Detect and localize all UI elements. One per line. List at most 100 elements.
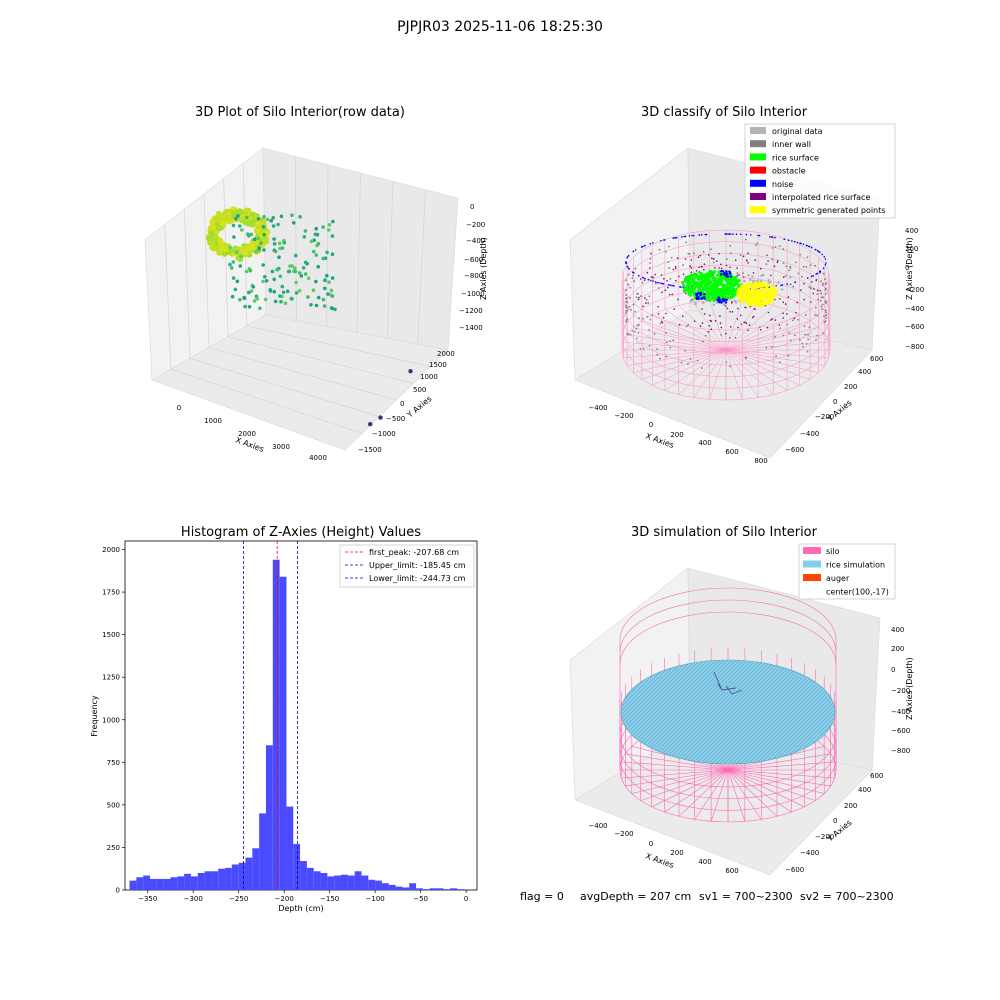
y-tick-label: 500 xyxy=(413,386,426,394)
inner-wall-point xyxy=(756,242,759,245)
data-point xyxy=(238,297,242,302)
inner-wall-point xyxy=(627,283,629,286)
histogram-bar xyxy=(170,877,178,890)
interpolated-point xyxy=(668,293,671,296)
inner-wall-point xyxy=(634,310,636,313)
panel-raw-title: 3D Plot of Silo Interior(row data) xyxy=(195,105,405,120)
inner-wall-point xyxy=(799,339,801,341)
inner-wall-point xyxy=(665,341,668,344)
inner-wall-point xyxy=(779,327,782,330)
symmetric-point xyxy=(747,282,751,286)
inner-wall-point xyxy=(765,263,768,265)
x-axis-label: Depth (cm) xyxy=(278,904,323,913)
inner-wall-point xyxy=(729,244,732,247)
rice-surface-point xyxy=(735,282,739,285)
inner-wall-point xyxy=(627,273,630,276)
rice-surface-point xyxy=(706,281,710,285)
rice-surface-point xyxy=(701,281,705,285)
inner-wall-point xyxy=(664,250,667,253)
y-tick-label: −600 xyxy=(785,866,804,874)
legend-label: first_peak: -207.68 cm xyxy=(369,548,459,557)
inner-wall-point xyxy=(655,282,657,285)
legend-label: auger xyxy=(826,574,850,583)
interpolated-point xyxy=(643,279,646,282)
data-point xyxy=(208,230,215,237)
noise-point xyxy=(796,241,799,244)
y-tick-label: −1500 xyxy=(358,446,382,454)
noise-point xyxy=(716,298,719,302)
rice-surface-point xyxy=(702,287,706,291)
inner-wall-point xyxy=(794,334,796,337)
legend-swatch xyxy=(750,193,766,200)
noise-point xyxy=(705,233,708,236)
legend-label: obstacle xyxy=(772,167,806,176)
inner-wall-point xyxy=(680,361,683,364)
noise-point xyxy=(632,271,634,274)
x-tick-label: 600 xyxy=(725,867,738,875)
x-tick-label: 0 xyxy=(177,404,181,412)
original-point xyxy=(689,299,693,303)
interpolated-point xyxy=(736,318,739,320)
interpolated-point xyxy=(673,308,676,310)
z-tick-label: −200 xyxy=(891,687,910,695)
symmetric-point xyxy=(757,282,761,286)
original-point xyxy=(753,279,756,283)
data-point xyxy=(272,237,276,241)
noise-point xyxy=(808,245,810,248)
y-tick-label: 400 xyxy=(858,368,871,376)
rice-surface-point xyxy=(722,285,726,289)
interpolated-point xyxy=(662,316,665,319)
interpolated-point xyxy=(815,279,818,281)
histogram-bar xyxy=(402,887,410,890)
data-point xyxy=(244,269,249,274)
data-point xyxy=(234,216,238,221)
histogram-bar xyxy=(272,559,280,890)
symmetric-point xyxy=(737,297,741,301)
noise-point xyxy=(729,275,733,278)
rice-surface-point xyxy=(690,273,694,277)
y-tick-label: 0 xyxy=(116,887,120,895)
data-point xyxy=(263,275,267,279)
interpolated-point xyxy=(776,261,779,264)
data-point xyxy=(256,236,261,241)
inner-wall-point xyxy=(658,248,661,251)
interpolated-point xyxy=(754,308,756,311)
x-tick-label: −200 xyxy=(275,895,294,903)
x-tick-label: 200 xyxy=(670,849,683,857)
inner-wall-point xyxy=(669,340,671,342)
histogram-bar xyxy=(231,864,239,890)
interpolated-point xyxy=(716,260,718,263)
x-tick-label: 3000 xyxy=(272,443,290,451)
inner-wall-point xyxy=(729,365,731,368)
symmetric-point xyxy=(774,291,778,295)
interpolated-point xyxy=(645,302,647,304)
original-point xyxy=(743,279,746,283)
inner-wall-point xyxy=(823,315,825,317)
noise-point xyxy=(771,236,774,238)
x-tick-label: −50 xyxy=(413,895,428,903)
data-point xyxy=(275,267,279,272)
noise-point xyxy=(732,233,734,235)
noise-point xyxy=(757,234,759,237)
data-point xyxy=(209,244,216,251)
noise-point xyxy=(691,234,693,237)
panel-sim-title: 3D simulation of Silo Interior xyxy=(631,525,818,540)
inner-wall-point xyxy=(639,348,642,350)
noise-point xyxy=(721,298,724,301)
histogram-bar xyxy=(388,884,396,890)
interpolated-point xyxy=(747,329,749,332)
interpolated-point xyxy=(719,315,721,317)
inner-wall-point xyxy=(774,246,777,248)
noise-point xyxy=(683,235,685,238)
interpolated-point xyxy=(719,322,722,324)
data-point xyxy=(246,232,250,236)
inner-wall-point xyxy=(734,336,737,339)
noise-point xyxy=(818,251,820,253)
axes: −350 −300 −250 −200 −150 −100 −50 0 0 250 500 750 10… xyxy=(102,546,468,903)
inner-wall-point xyxy=(814,314,817,316)
inner-wall-point xyxy=(693,252,695,255)
x-tick-label: 0 xyxy=(649,840,653,848)
symmetric-point xyxy=(741,300,745,304)
histogram-bar xyxy=(300,861,307,890)
data-point xyxy=(261,263,266,267)
